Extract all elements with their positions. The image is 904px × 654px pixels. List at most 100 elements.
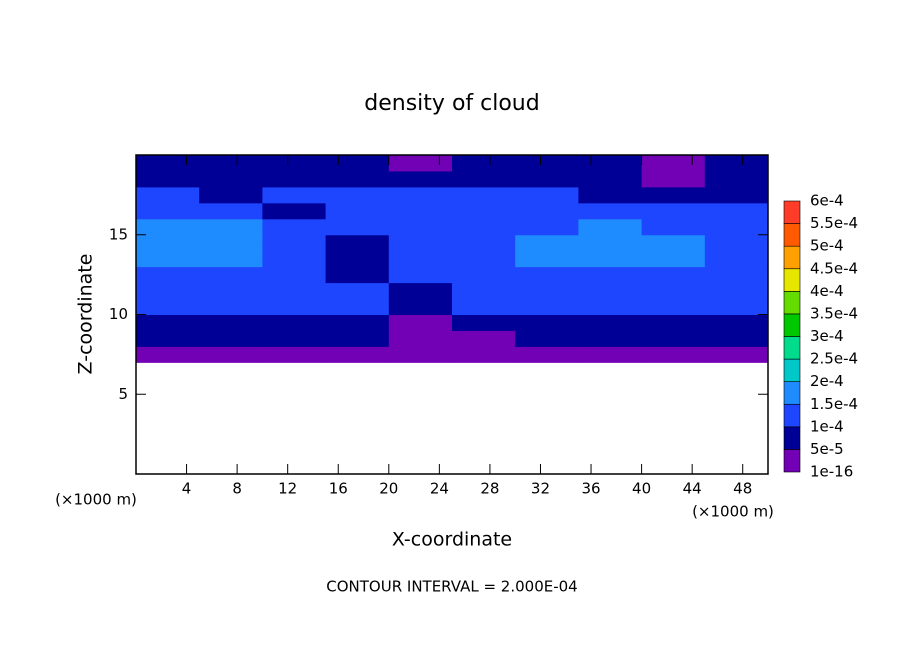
contour-cell xyxy=(388,234,453,252)
contour-cell xyxy=(452,346,516,363)
colorbar-swatch xyxy=(783,200,801,224)
colorbar-label: 5e-4 xyxy=(810,237,844,255)
colorbar-swatch xyxy=(783,426,801,450)
colorbar-swatch xyxy=(783,358,801,382)
contour-cell xyxy=(452,298,516,315)
contour-cell xyxy=(452,186,516,204)
contour-cell xyxy=(452,155,516,172)
contour-cell xyxy=(262,298,327,315)
contour-cell xyxy=(578,250,643,268)
contour-cell xyxy=(388,250,453,268)
contour-cell xyxy=(578,314,643,331)
contour-cell xyxy=(136,250,200,268)
colorbar-swatch xyxy=(783,223,801,247)
contour-cell xyxy=(452,170,516,188)
contour-cell xyxy=(262,330,327,347)
colorbar-label: 1.5e-4 xyxy=(810,395,858,413)
contour-cell xyxy=(704,282,769,300)
contour-cell xyxy=(704,218,769,236)
y-tick-label: 10 xyxy=(109,305,128,323)
x-tick-label: 12 xyxy=(278,480,297,498)
contour-cell xyxy=(515,282,579,300)
contour-cell xyxy=(515,250,579,268)
contour-cell xyxy=(136,266,200,284)
contour-cell xyxy=(452,266,516,284)
x-tick-label: 4 xyxy=(182,480,192,498)
contour-cell xyxy=(136,346,200,363)
contour-cell xyxy=(325,250,390,268)
x-unit-note: (×1000 m) xyxy=(692,503,774,521)
contour-cell xyxy=(262,250,327,268)
contour-cell xyxy=(325,346,390,363)
contour-cell xyxy=(578,170,643,188)
contour-cell xyxy=(262,202,327,220)
contour-cell xyxy=(262,186,327,204)
contour-cell xyxy=(262,218,327,236)
colorbar-label: 4e-4 xyxy=(810,282,844,300)
contour-cell xyxy=(388,282,453,300)
contour-cell xyxy=(452,202,516,220)
colorbar-label: 2e-4 xyxy=(810,372,844,390)
contour-cell xyxy=(704,234,769,252)
contour-cell xyxy=(452,282,516,300)
contour-cell xyxy=(136,186,200,204)
colorbar-swatch xyxy=(783,403,801,428)
x-tick-label: 8 xyxy=(232,480,242,498)
contour-cell xyxy=(199,330,263,347)
contour-cell xyxy=(704,346,769,363)
contour-cell xyxy=(578,282,643,300)
contour-cell xyxy=(136,155,200,172)
colorbar-swatch xyxy=(783,291,801,315)
contour-cell xyxy=(515,314,579,331)
contour-cell xyxy=(704,170,769,188)
contour-cell xyxy=(578,218,643,236)
contour-cell xyxy=(578,266,643,284)
contour-cell xyxy=(515,266,579,284)
contour-cell xyxy=(578,298,643,315)
x-axis-label: X-coordinate xyxy=(392,529,512,551)
contour-cell xyxy=(136,330,200,347)
contour-cell xyxy=(388,298,453,315)
contour-cell xyxy=(136,314,200,331)
contour-cell xyxy=(325,170,390,188)
colorbar-swatch xyxy=(783,381,801,405)
contour-cell xyxy=(704,155,769,172)
contour-cell xyxy=(515,330,579,347)
contour-cell xyxy=(515,298,579,315)
x-tick-label: 48 xyxy=(733,480,752,498)
contour-cell xyxy=(452,314,516,331)
colorbar-label: 2.5e-4 xyxy=(810,350,858,368)
contour-cell xyxy=(388,202,453,220)
contour-cell xyxy=(262,282,327,300)
contour-cell xyxy=(325,234,390,252)
contour-cell xyxy=(578,234,643,252)
contour-cell xyxy=(641,330,706,347)
contour-cell xyxy=(515,170,579,188)
colorbar-label: 4.5e-4 xyxy=(810,259,858,277)
contour-cell xyxy=(578,186,643,204)
contour-cell xyxy=(199,155,263,172)
contour-cell xyxy=(578,155,643,172)
contour-cell xyxy=(325,266,390,284)
contour-cell xyxy=(515,346,579,363)
contour-cell xyxy=(199,250,263,268)
contour-cell xyxy=(515,202,579,220)
contour-cell xyxy=(515,234,579,252)
contour-cell xyxy=(136,282,200,300)
contour-cell xyxy=(136,298,200,315)
contour-cell xyxy=(578,346,643,363)
contour-cell xyxy=(199,282,263,300)
contour-cell xyxy=(199,186,263,204)
contour-cell xyxy=(388,218,453,236)
contour-cell xyxy=(262,266,327,284)
contour-cell xyxy=(515,186,579,204)
contour-cell xyxy=(641,346,706,363)
contour-cell xyxy=(704,202,769,220)
chart-title: density of cloud xyxy=(364,91,539,116)
x-tick-label: 24 xyxy=(430,480,449,498)
x-tick-label: 16 xyxy=(329,480,348,498)
contour-cell xyxy=(388,346,453,363)
contour-cell xyxy=(388,170,453,188)
contour-cell xyxy=(262,170,327,188)
contour-cell xyxy=(704,330,769,347)
